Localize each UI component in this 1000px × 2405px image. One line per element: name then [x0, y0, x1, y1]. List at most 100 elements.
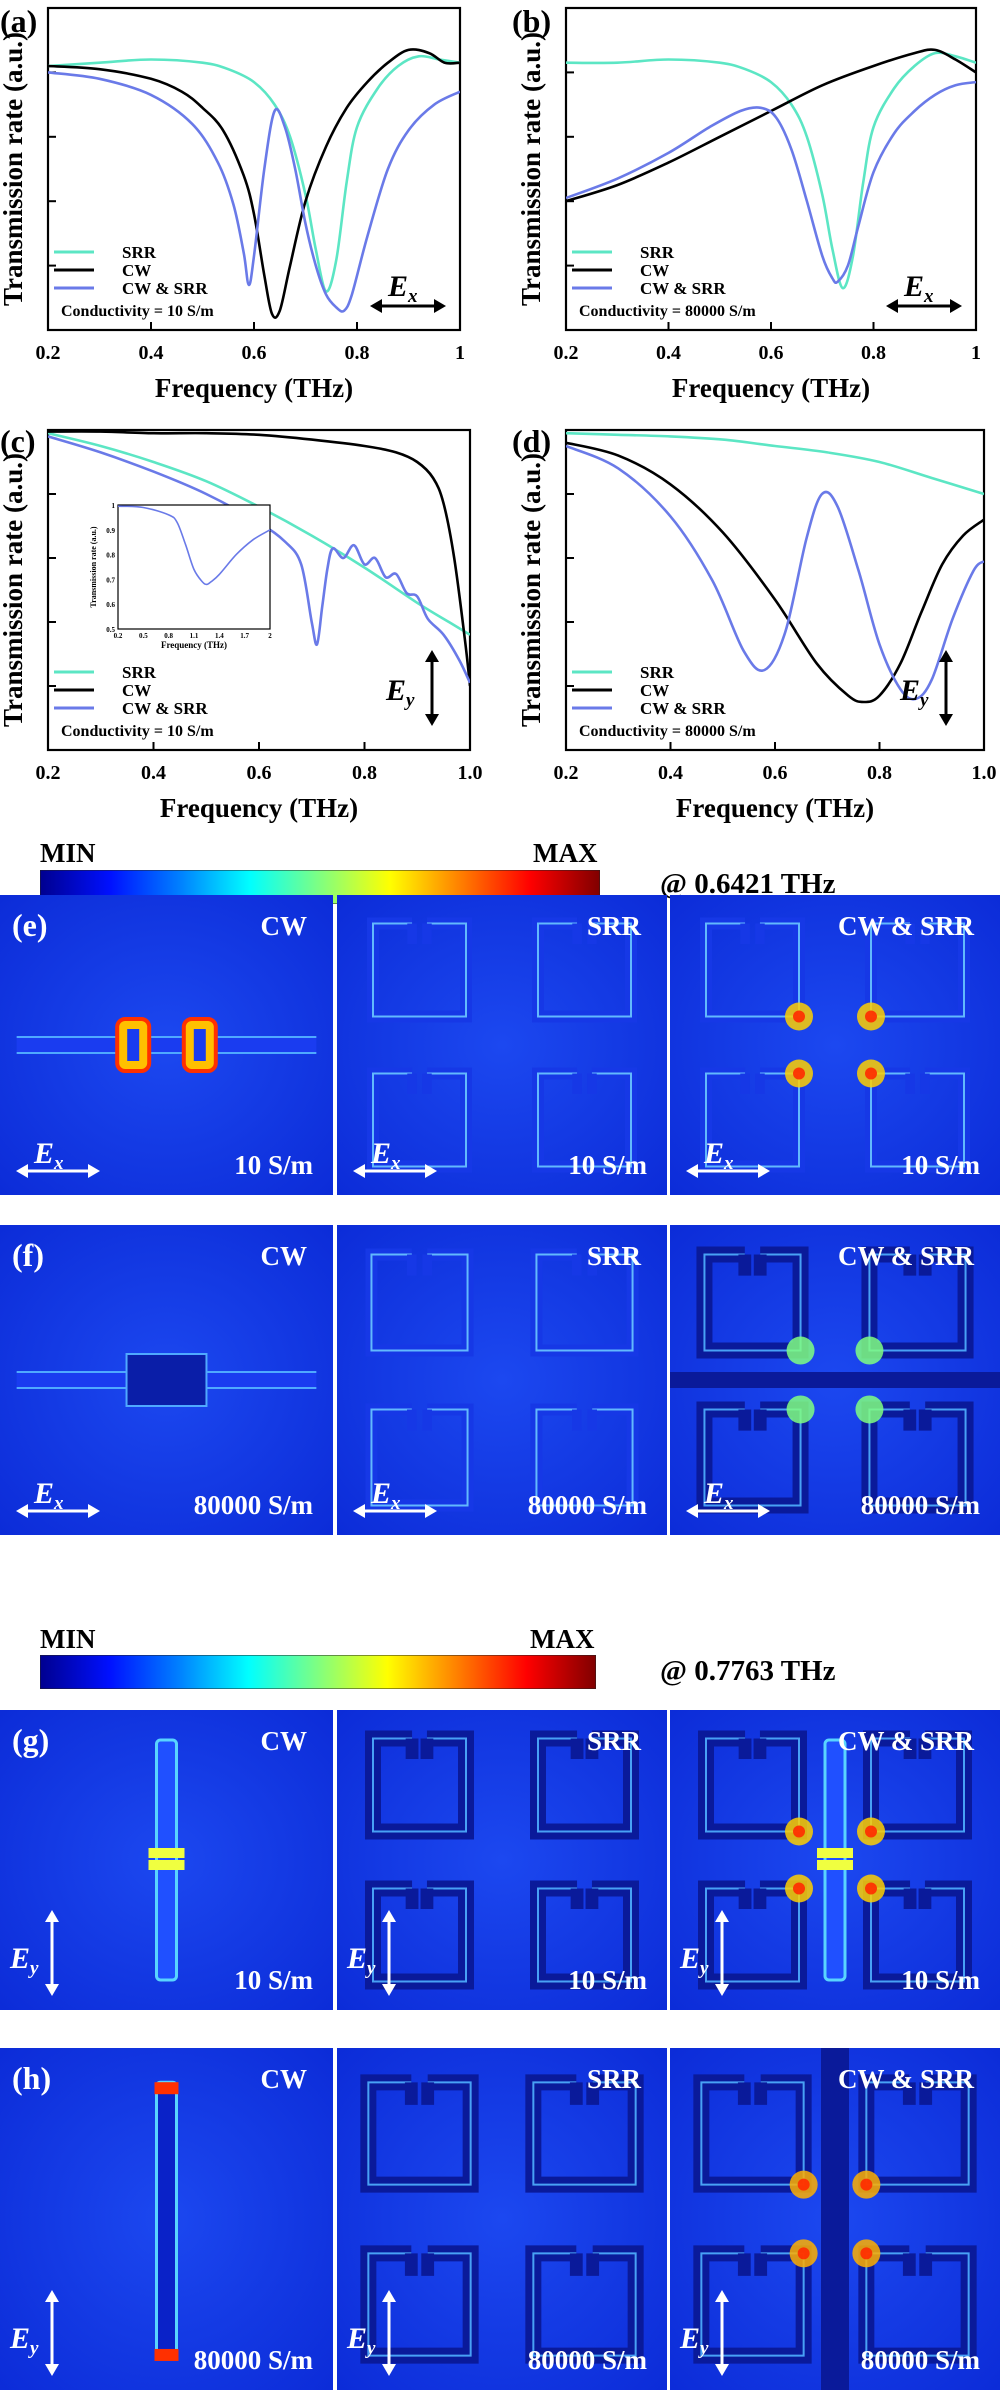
line-charts: 0.2 0.4 0.6 0.8 1 Frequency (THz) Transmission… — [0, 3, 997, 823]
x-tick-label: 1 — [455, 342, 465, 364]
cut-wire — [16, 1017, 317, 1073]
srr-unit — [857, 917, 970, 1031]
series-line-cw-srr — [566, 444, 984, 701]
srr-unit — [696, 1246, 815, 1365]
cut-wire — [154, 2080, 179, 2361]
field-hotspot — [817, 1848, 853, 1858]
srr-tab — [903, 1738, 932, 1759]
srr-unit — [525, 2245, 644, 2364]
srr-unit — [693, 2239, 818, 2364]
field-map-title: CW — [260, 2064, 308, 2094]
legend-label: CW — [640, 681, 669, 700]
field-hotspot-core — [860, 2178, 873, 2191]
conductivity-label: Conductivity = 80000 S/m — [579, 723, 756, 740]
chart-d: 0.2 0.4 0.6 0.8 1.0 Frequency (THz) Transmissi… — [512, 423, 997, 823]
inset-y-tick-label: 0.7 — [106, 576, 115, 584]
field-hotspot — [855, 1336, 884, 1365]
srr-unit — [852, 2074, 977, 2199]
srr-ring-edge — [865, 2081, 970, 2186]
colorbar-top-min-label: MIN — [40, 838, 96, 868]
srr-tab — [572, 1254, 597, 1276]
field-hotspot — [148, 1860, 185, 1870]
series-line-srr — [48, 54, 460, 293]
legend-label: SRR — [122, 243, 157, 262]
arrowhead-right — [950, 299, 962, 313]
legend-label: SRR — [122, 663, 157, 682]
x-axis-title: Frequency (THz) — [160, 793, 358, 823]
srr-ring-edge — [703, 1253, 802, 1352]
srr-ring-edge — [372, 1072, 467, 1168]
x-tick-label: 0.4 — [658, 762, 683, 784]
x-tick-label: 1.0 — [972, 762, 997, 784]
srr-unit — [360, 2245, 479, 2364]
srr-tab — [407, 923, 432, 944]
field-hotspot-core — [797, 2178, 810, 2191]
series-line-srr — [48, 431, 470, 636]
field-map-conductivity: 10 S/m — [568, 1150, 647, 1180]
inset-y-tick-label: 0.8 — [106, 552, 115, 560]
x-tick-label: 0.2 — [554, 342, 579, 364]
field-map-h-2: Ey SRR 80000 S/m — [337, 2048, 667, 2390]
inset-y-tick-label: 0.6 — [106, 601, 115, 609]
series-line-srr — [566, 51, 976, 290]
inset-y-tick-label: 0.5 — [106, 626, 115, 634]
srr-tab — [737, 2253, 768, 2276]
arrowhead-down — [939, 714, 953, 726]
field-map-image: Ex — [0, 1225, 333, 1535]
colorbar-gradient — [39, 1654, 597, 1690]
inset-x-tick-label: 0.2 — [114, 632, 123, 640]
legend-label: CW & SRR — [640, 279, 726, 298]
inset-x-axis-title: Frequency (THz) — [161, 640, 227, 650]
field-map-title: CW & SRR — [837, 1726, 974, 1756]
x-axis-title: Frequency (THz) — [155, 373, 353, 403]
srr-ring-edge — [372, 922, 467, 1018]
panel-label: (h) — [12, 2060, 52, 2096]
x-tick-label: 0.6 — [247, 762, 272, 784]
e-field-arrow: Ey — [679, 1910, 729, 1996]
legend-label: CW — [640, 261, 669, 280]
colorbar-bottom-frequency: @ 0.7763 THz — [660, 1655, 836, 1687]
srr-ring-edge — [370, 1408, 469, 1507]
srr-tab — [405, 1738, 434, 1759]
field-hotspot-core — [797, 2247, 810, 2260]
inset-x-tick-label: 1.4 — [215, 632, 224, 640]
srr-unit — [857, 1730, 972, 1846]
srr-ring-edge — [370, 1253, 469, 1352]
e-field-symbol: Ey — [899, 674, 929, 711]
panel-label: (g) — [12, 1722, 50, 1758]
srr-tab — [569, 2253, 600, 2276]
srr-unit — [532, 917, 637, 1023]
srr-ring-edge — [532, 2081, 637, 2186]
srr-ring-edge — [537, 1072, 632, 1168]
srr-ring-edge — [367, 2252, 472, 2357]
hotspot-gap — [193, 1029, 206, 1061]
field-hotspot-core — [793, 1010, 805, 1023]
srr-ring-edge — [372, 1887, 467, 1983]
field-map-f-3: Ex CW & SRR 80000 S/m — [670, 1225, 1000, 1535]
chart-a: 0.2 0.4 0.6 0.8 1 Frequency (THz) Transmission… — [0, 3, 465, 403]
colorbar-top-frequency: @ 0.6421 THz — [660, 868, 836, 900]
field-map-conductivity: 10 S/m — [568, 1965, 647, 1995]
wire-pad — [125, 1353, 208, 1407]
field-map-title: SRR — [586, 1241, 641, 1271]
srr-ring-edge — [705, 1737, 800, 1833]
field-hotspot — [786, 1395, 815, 1424]
chart-b: 0.2 0.4 0.6 0.8 1 Frequency (THz) Transmission… — [512, 3, 981, 403]
x-tick-label: 0.2 — [36, 342, 61, 364]
field-hotspot — [154, 2348, 179, 2361]
inset-frame — [117, 504, 271, 630]
legend-label: CW — [122, 681, 151, 700]
cut-wire — [148, 1738, 185, 1982]
colorbar-bottom — [39, 1654, 597, 1690]
arrowhead-up — [425, 650, 439, 662]
field-map-title: CW — [260, 1726, 308, 1756]
y-axis-title: Transmission rate (a.u.) — [516, 32, 546, 306]
series-line-cw — [566, 441, 984, 704]
field-hotspot-core — [865, 1067, 877, 1080]
inset-x-tick-label: 0.8 — [164, 632, 173, 640]
arrowhead-down — [425, 714, 439, 726]
field-map-title: CW & SRR — [837, 911, 974, 941]
srr-ring-edge — [868, 1253, 967, 1352]
field-map-h-1: Ey CW 80000 S/m (h) — [0, 2048, 333, 2390]
srr-ring-edge — [870, 922, 965, 1018]
